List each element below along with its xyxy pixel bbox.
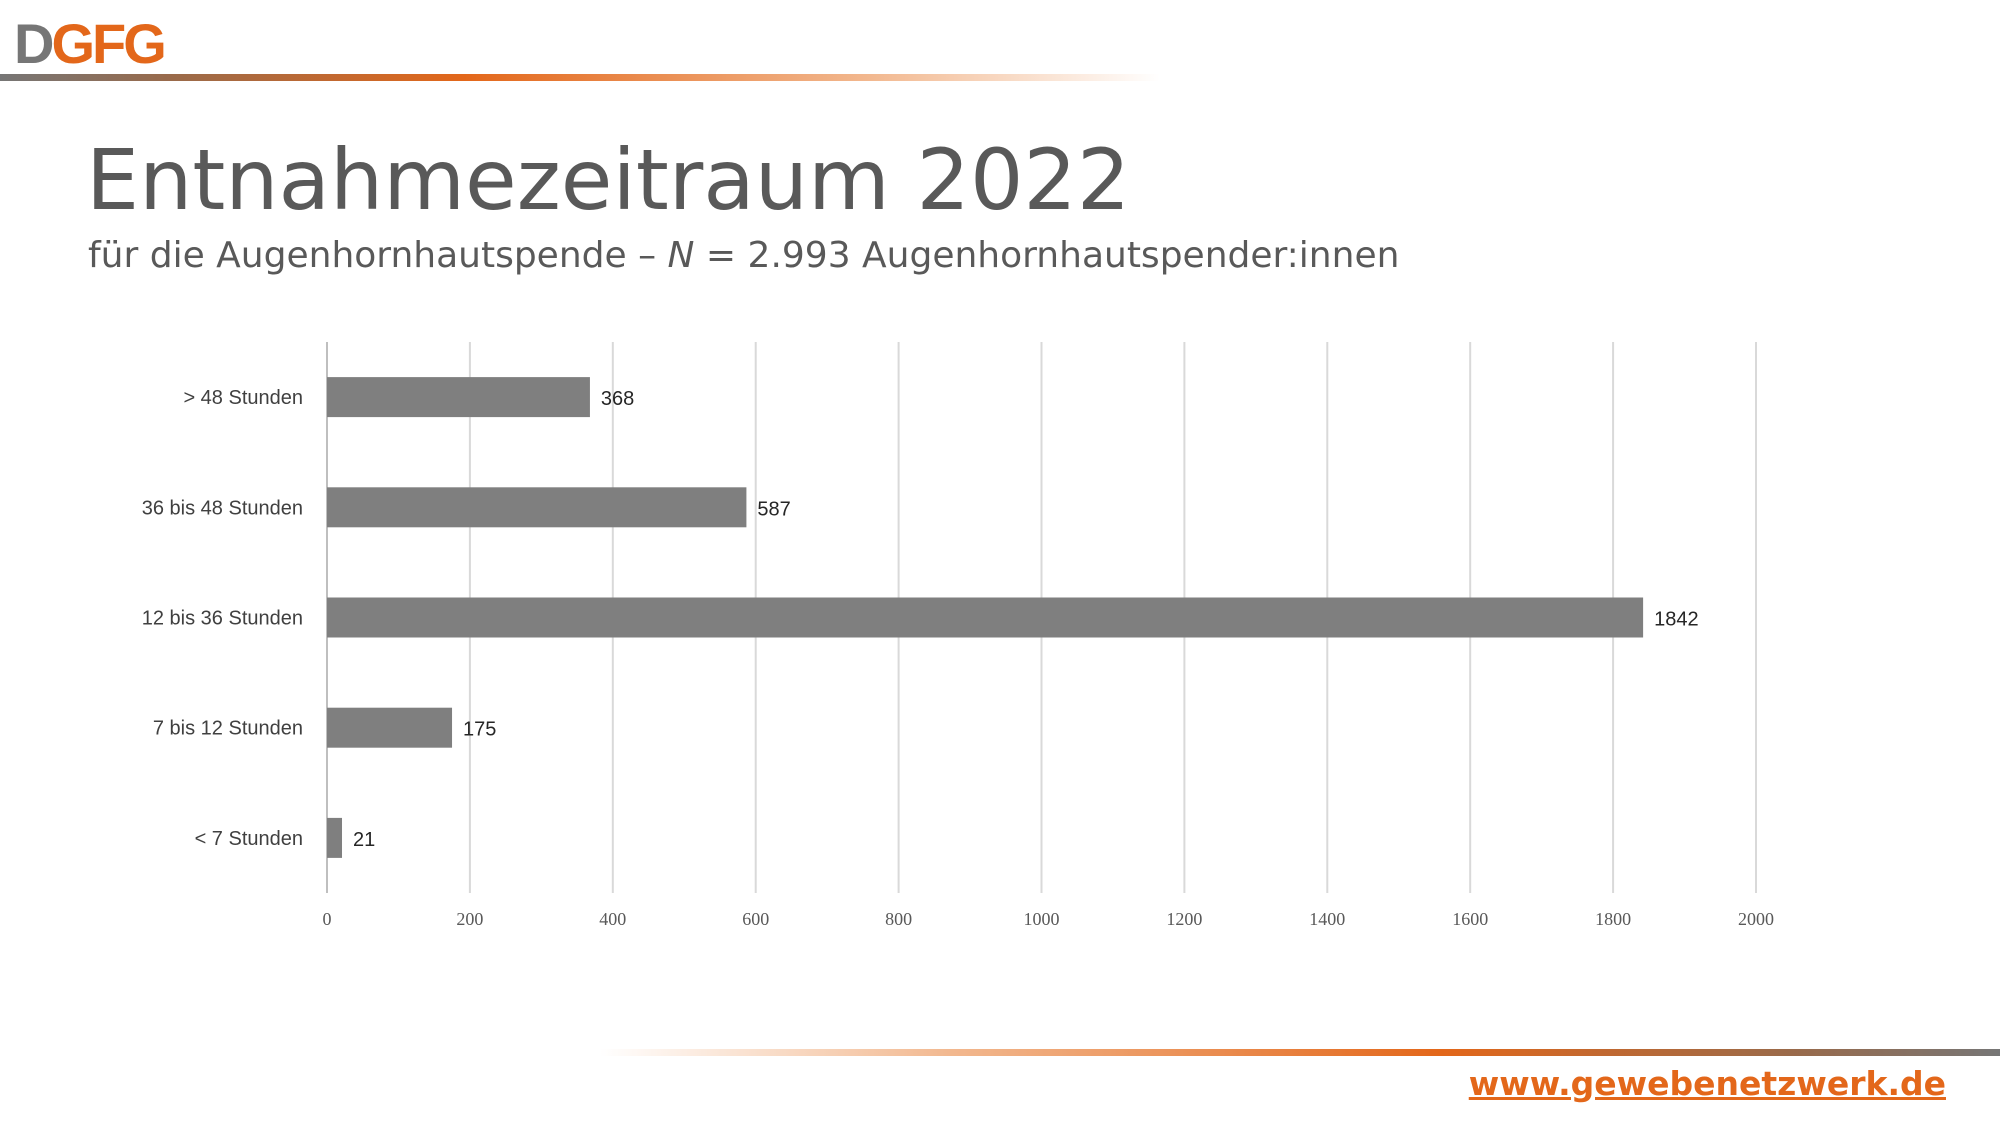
logo-letter-d: D <box>14 12 54 75</box>
subtitle-suffix: = 2.993 Augenhornhautspender:innen <box>694 235 1400 276</box>
data-label: 175 <box>463 719 496 741</box>
category-label: < 7 Stunden <box>195 828 303 850</box>
category-label: 12 bis 36 Stunden <box>142 608 303 630</box>
category-label: 7 bis 12 Stunden <box>153 718 303 740</box>
x-tick-label: 1000 <box>1024 909 1060 929</box>
slide-subtitle: für die Augenhornhautspende – N = 2.993 … <box>88 238 1399 274</box>
bar <box>327 487 747 528</box>
x-tick-label: 1600 <box>1452 909 1488 929</box>
x-tick-label: 0 <box>323 909 332 929</box>
data-label: 21 <box>353 829 375 851</box>
header-divider <box>0 74 1160 81</box>
x-tick-label: 200 <box>456 909 483 929</box>
data-label: 587 <box>757 498 790 520</box>
dgfg-logo: DGFG <box>14 16 167 72</box>
website-link[interactable]: www.gewebenetzwerk.de <box>1468 1064 1946 1103</box>
x-tick-label: 2000 <box>1738 909 1774 929</box>
x-tick-label: 400 <box>599 909 626 929</box>
bar <box>327 597 1644 638</box>
category-label: 36 bis 48 Stunden <box>142 497 303 519</box>
footer-divider <box>600 1049 2000 1056</box>
data-label: 1842 <box>1654 609 1699 631</box>
bar <box>327 817 343 858</box>
x-tick-label: 1400 <box>1309 909 1345 929</box>
data-label: 368 <box>601 388 634 410</box>
logo-letters-gfg: GFG <box>51 12 166 75</box>
bar <box>327 377 590 418</box>
x-tick-label: 600 <box>742 909 769 929</box>
subtitle-n: N <box>667 235 695 276</box>
x-tick-label: 1800 <box>1595 909 1631 929</box>
bar <box>327 707 453 748</box>
slide-title: Entnahmezeitraum 2022 <box>86 131 1131 229</box>
x-tick-label: 1200 <box>1166 909 1202 929</box>
subtitle-prefix: für die Augenhornhautspende – <box>88 235 668 276</box>
x-tick-label: 800 <box>885 909 912 929</box>
category-label: > 48 Stunden <box>183 387 303 409</box>
